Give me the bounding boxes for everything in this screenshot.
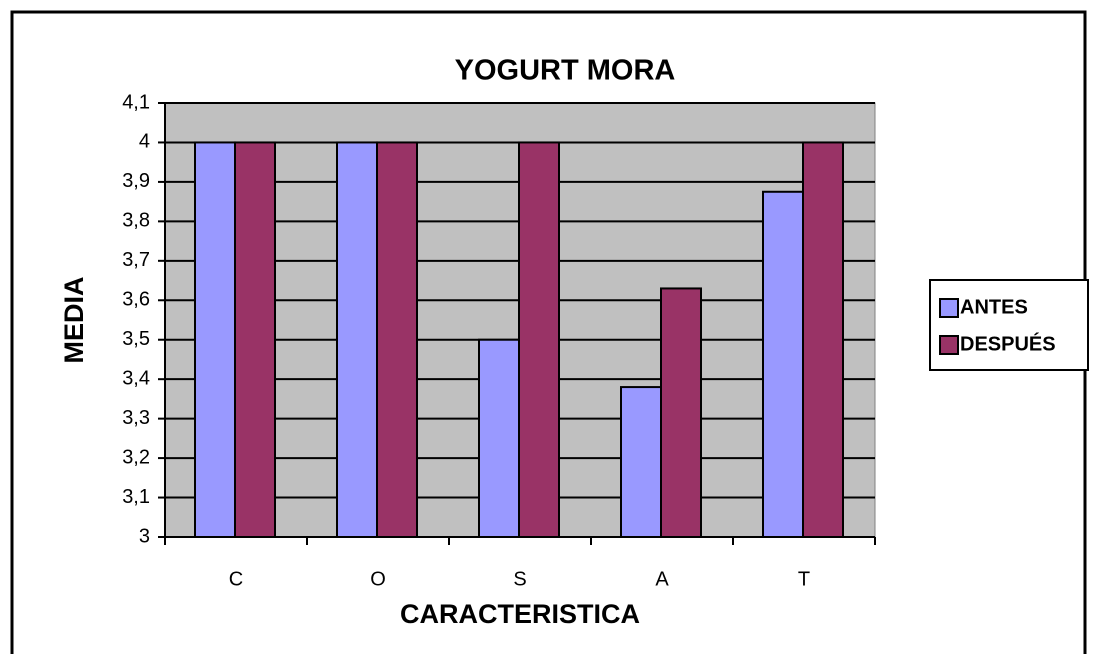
x-axis-label: CARACTERISTICA [400, 599, 640, 629]
y-tick-label: 3,9 [122, 170, 150, 192]
y-tick-label: 3,8 [122, 210, 150, 232]
x-tick-label: A [655, 568, 669, 590]
y-tick-label: 3,3 [122, 407, 150, 429]
y-tick-label: 3,4 [122, 367, 150, 389]
y-tick-label: 4 [139, 131, 150, 153]
y-tick-label: 3 [139, 525, 150, 547]
legend-label: DESPUÉS [960, 332, 1056, 355]
y-axis-label: MEDIA [59, 277, 89, 364]
x-tick-label: S [513, 568, 526, 590]
y-tick-label: 3,2 [122, 446, 150, 468]
x-tick-label: O [370, 568, 386, 590]
x-tick-label: C [229, 568, 243, 590]
bar [194, 141, 236, 538]
bar [802, 141, 844, 538]
bar [762, 190, 804, 538]
bar [336, 141, 378, 538]
bar [660, 287, 702, 538]
x-tick-label: T [798, 568, 810, 590]
bar [234, 141, 276, 538]
legend-label: ANTES [960, 296, 1028, 318]
bar [376, 141, 418, 538]
y-tick-label: 4,1 [122, 91, 150, 113]
legend-box [929, 279, 1089, 371]
legend-swatch [939, 298, 959, 318]
y-tick-label: 3,7 [122, 249, 150, 271]
bar [478, 338, 520, 538]
y-tick-label: 3,1 [122, 486, 150, 508]
bar [620, 386, 662, 538]
bar [518, 141, 560, 538]
y-tick-label: 3,5 [122, 328, 150, 350]
y-tick-label: 3,6 [122, 289, 150, 311]
chart-title: YOGURT MORA [455, 55, 676, 87]
legend-swatch [939, 335, 959, 355]
